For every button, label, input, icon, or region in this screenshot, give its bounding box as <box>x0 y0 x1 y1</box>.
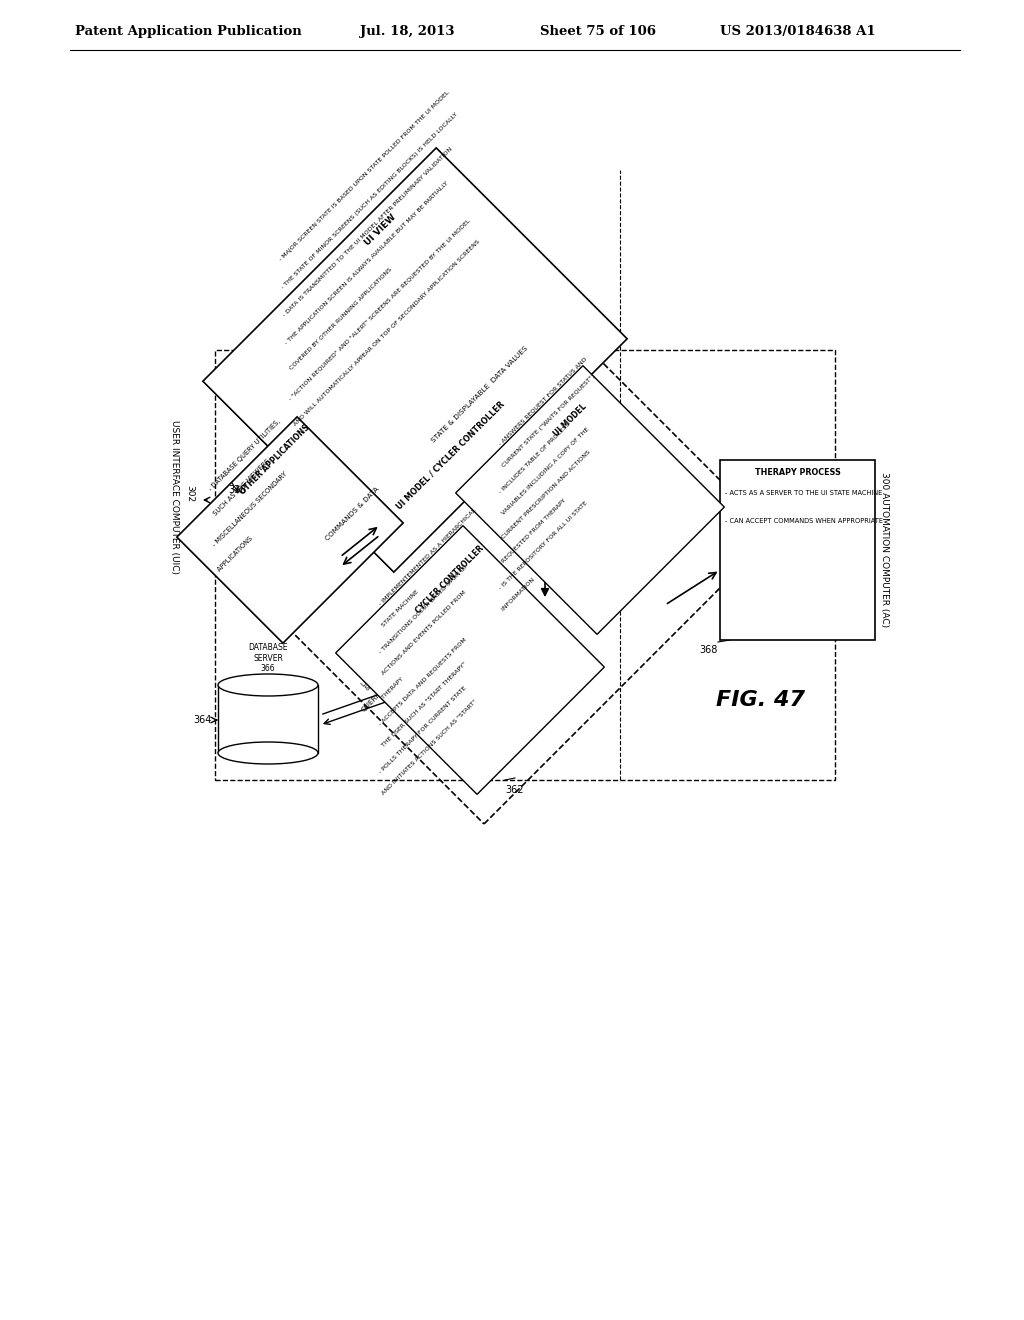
Text: LOGGING CONFIG
& PRESCRIPTION DATA: LOGGING CONFIG & PRESCRIPTION DATA <box>360 628 424 692</box>
Bar <box>336 525 604 795</box>
Text: 360: 360 <box>577 447 595 457</box>
Bar <box>215 350 835 780</box>
Bar <box>286 337 774 824</box>
Text: REQUESTED FROM THERAPY: REQUESTED FROM THERAPY <box>499 498 567 566</box>
Text: STATE MACHINE: STATE MACHINE <box>378 589 420 631</box>
Text: QUERIES: QUERIES <box>360 686 387 713</box>
Text: - MISCELLANEOUS SECONDARY: - MISCELLANEOUS SECONDARY <box>212 471 289 548</box>
Bar <box>720 459 874 640</box>
Text: - DATA IS TRANSMITTED TO THE UI MODEL AFTER PRELIMINARY VALIDATION: - DATA IS TRANSMITTED TO THE UI MODEL AF… <box>283 147 454 318</box>
Bar <box>177 417 403 643</box>
Ellipse shape <box>218 742 318 764</box>
Text: 336: 336 <box>577 430 595 440</box>
Text: COVERED BY OTHER RUNNING APPLICATIONS: COVERED BY OTHER RUNNING APPLICATIONS <box>287 267 393 374</box>
Text: - "ACTION REQUIRED" AND "ALERT" SCREENS ARE REQUESTED BY THE UI MODEL: - "ACTION REQUIRED" AND "ALERT" SCREENS … <box>288 218 472 401</box>
Text: 300 AUTOMATION COMPUTER (AC): 300 AUTOMATION COMPUTER (AC) <box>880 473 889 627</box>
Text: AND WILL AUTOMATICALLY APPEAR ON TOP OF SECONDARY APPLICATION SCREENS: AND WILL AUTOMATICALLY APPEAR ON TOP OF … <box>290 239 481 430</box>
Text: CYCLER CONTROLLER: CYCLER CONTROLLER <box>414 544 485 616</box>
Text: CURRENT PRESCRIPTION AND ACTIONS: CURRENT PRESCRIPTION AND ACTIONS <box>499 450 592 543</box>
Text: APPLICATIONS: APPLICATIONS <box>214 536 254 576</box>
Text: Sheet 75 of 106: Sheet 75 of 106 <box>540 25 656 38</box>
Text: 338: 338 <box>228 484 247 495</box>
Text: FIG. 47: FIG. 47 <box>716 690 805 710</box>
Text: UI VIEW: UI VIEW <box>362 213 397 247</box>
Text: - DATABASE QUERY UTILITIES,: - DATABASE QUERY UTILITIES, <box>208 418 282 492</box>
Text: - ANSWERS REQUEST FOR STATUS AND: - ANSWERS REQUEST FOR STATUS AND <box>499 356 589 446</box>
Text: 364: 364 <box>194 715 212 725</box>
Text: 368: 368 <box>699 645 718 655</box>
Text: CURRENT STATE ("WAITS FOR REQUEST"): CURRENT STATE ("WAITS FOR REQUEST") <box>499 374 596 471</box>
Text: - POLLS THERAPY FOR CURRENT STATE: - POLLS THERAPY FOR CURRENT STATE <box>378 685 468 775</box>
Text: - IS THE REPOSITORY FOR ALL UI STATE: - IS THE REPOSITORY FOR ALL UI STATE <box>499 500 589 591</box>
Text: 362: 362 <box>505 785 523 795</box>
Text: - THE APPLICATION SCREEN IS ALWAYS AVAILABLE BUT MAY BE PARTIALLY: - THE APPLICATION SCREEN IS ALWAYS AVAIL… <box>285 181 450 346</box>
Text: - TRANSITIONS OCCUR BASED UPON UI: - TRANSITIONS OCCUR BASED UPON UI <box>378 565 468 655</box>
Text: - ACCEPTS DATA AND REQUESTS FROM: - ACCEPTS DATA AND REQUESTS FROM <box>378 638 468 727</box>
Text: - INCLUDES TABLE OF PROCESS: - INCLUDES TABLE OF PROCESS <box>499 421 571 495</box>
Text: - IMPLEMENTEMENTED AS A HIERARCHICAL: - IMPLEMENTEMENTED AS A HIERARCHICAL <box>378 508 477 607</box>
Text: ACTIONS AND EVENTS POLLED FROM: ACTIONS AND EVENTS POLLED FROM <box>378 590 467 678</box>
Ellipse shape <box>218 675 318 696</box>
Text: THERAPY: THERAPY <box>378 677 404 702</box>
Text: SUCH AS LOG VIEWERS: SUCH AS LOG VIEWERS <box>210 458 271 520</box>
Text: - CAN ACCEPT COMMANDS WHEN APPROPRIATE: - CAN ACCEPT COMMANDS WHEN APPROPRIATE <box>725 517 883 524</box>
Bar <box>218 685 318 752</box>
Text: - ACTS AS A SERVER TO THE UI STATE MACHINE: - ACTS AS A SERVER TO THE UI STATE MACHI… <box>725 490 883 496</box>
Text: DATABASE
SERVER
366: DATABASE SERVER 366 <box>248 643 288 673</box>
Text: INFORMATION: INFORMATION <box>499 577 536 615</box>
Text: UI MODEL: UI MODEL <box>552 401 588 438</box>
Bar <box>456 366 724 635</box>
Text: Jul. 18, 2013: Jul. 18, 2013 <box>360 25 455 38</box>
Text: OTHER APPLICATIONS: OTHER APPLICATIONS <box>239 424 311 496</box>
Text: - THE STATE OF MINOR SCREENS (SUCH AS EDITING BLOCKS) IS HELD LOCALLY: - THE STATE OF MINOR SCREENS (SUCH AS ED… <box>281 111 459 290</box>
Text: VARIABLES INCLUDING A COPY OF THE: VARIABLES INCLUDING A COPY OF THE <box>499 426 590 519</box>
Text: COMMANDS & DATA: COMMANDS & DATA <box>324 486 380 543</box>
Text: - MAJOR SCREEN STATE IS BASED UPON STATE POLLED FROM THE UI MODEL: - MAJOR SCREEN STATE IS BASED UPON STATE… <box>279 90 451 261</box>
Text: AND INITIATES ACTIONS SUCH AS "START": AND INITIATES ACTIONS SUCH AS "START" <box>378 700 478 799</box>
Text: US 2013/0184638 A1: US 2013/0184638 A1 <box>720 25 876 38</box>
Text: STATE & DISPLAYABLE  DATA VALUES: STATE & DISPLAYABLE DATA VALUES <box>431 346 529 444</box>
Bar <box>203 148 627 572</box>
Text: THERAPY PROCESS: THERAPY PROCESS <box>755 469 841 477</box>
Text: 302: 302 <box>185 484 194 502</box>
Text: Patent Application Publication: Patent Application Publication <box>75 25 302 38</box>
Text: USER INTERFACE COMPUTER (UIC): USER INTERFACE COMPUTER (UIC) <box>170 420 179 574</box>
Text: UI MODEL / CYCLER CONTROLLER: UI MODEL / CYCLER CONTROLLER <box>394 399 506 511</box>
Text: THE USER SUCH AS "START THERAPY": THE USER SUCH AS "START THERAPY" <box>378 661 468 751</box>
